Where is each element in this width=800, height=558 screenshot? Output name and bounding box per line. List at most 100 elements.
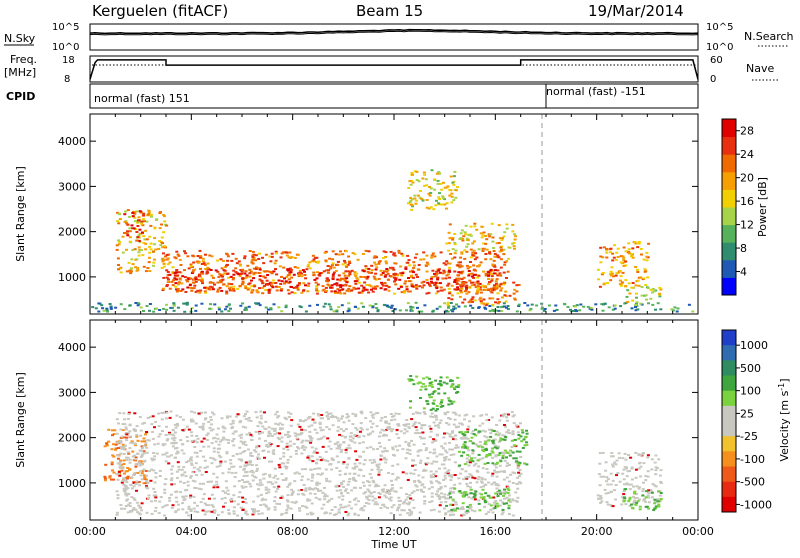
power-data-mark [136, 268, 140, 271]
power-data-mark [582, 305, 586, 308]
power-data-mark [502, 248, 506, 251]
velocity-data-mark [598, 484, 602, 487]
power-data-mark [474, 286, 478, 289]
velocity-data-mark [108, 475, 112, 478]
power-data-mark [543, 308, 547, 310]
power-data-mark [329, 265, 333, 268]
power-data-mark [492, 272, 496, 275]
velocity-data-mark [347, 504, 351, 507]
power-data-mark [480, 302, 484, 305]
velocity-data-mark [330, 457, 334, 460]
power-data-mark [381, 272, 385, 274]
velocity-data-mark [114, 443, 118, 446]
velocity-data-mark [517, 434, 521, 436]
velocity-data-mark [239, 506, 243, 509]
power-data-mark [410, 283, 414, 286]
velocity-data-mark [319, 426, 322, 429]
velocity-data-mark [622, 478, 626, 481]
power-data-mark [192, 255, 196, 258]
velocity-data-mark [291, 492, 295, 495]
velocity-data-mark [493, 446, 497, 449]
velocity-data-mark [471, 449, 475, 452]
power-data-mark [173, 277, 177, 280]
power-data-mark [252, 267, 256, 270]
velocity-ytick-label: 3000 [58, 386, 86, 399]
velocity-data-mark [320, 437, 324, 440]
velocity-data-mark [300, 452, 304, 455]
power-colorbar-tick-label: 20 [740, 172, 754, 185]
velocity-data-mark [325, 414, 329, 417]
velocity-data-mark [312, 451, 316, 454]
velocity-data-mark [505, 416, 509, 419]
power-data-mark [328, 257, 332, 260]
velocity-data-mark [329, 463, 333, 466]
power-data-mark [125, 248, 128, 251]
power-data-mark [221, 273, 225, 276]
power-data-mark [184, 252, 188, 255]
power-data-mark [206, 271, 210, 274]
velocity-data-mark [133, 498, 137, 501]
power-data-mark [315, 287, 319, 290]
power-data-mark [108, 303, 112, 305]
velocity-data-mark [194, 462, 198, 465]
power-data-mark [488, 253, 492, 255]
power-data-mark [185, 279, 189, 282]
velocity-data-mark [250, 508, 254, 511]
power-data-mark [240, 283, 244, 286]
velocity-data-mark [163, 443, 167, 446]
power-data-mark [340, 304, 344, 307]
velocity-data-mark [306, 499, 310, 502]
velocity-data-mark [262, 477, 266, 480]
power-data-mark [179, 290, 183, 292]
velocity-data-mark [154, 420, 158, 423]
power-data-mark [160, 267, 164, 269]
velocity-data-mark [465, 461, 469, 463]
power-colorbar-cell [722, 119, 736, 138]
power-data-mark [493, 255, 497, 258]
velocity-data-mark [472, 464, 476, 467]
velocity-data-mark [234, 471, 238, 474]
power-data-mark [579, 303, 583, 306]
velocity-data-mark [135, 435, 139, 438]
velocity-data-mark [500, 513, 504, 516]
velocity-data-mark [290, 493, 294, 496]
freq-strip: Freq. [MHz] 18 8 60 0 Nave [4, 53, 778, 85]
velocity-data-mark [397, 496, 401, 499]
velocity-data-mark [388, 492, 392, 495]
power-colorbar-tick-label: 24 [740, 148, 754, 161]
velocity-data-mark [649, 489, 653, 492]
power-data-mark [484, 288, 488, 291]
velocity-data-mark [347, 480, 351, 483]
power-data-mark [484, 253, 488, 255]
power-data-mark [293, 256, 297, 259]
velocity-xtick-label: 00:00 [682, 525, 714, 538]
velocity-data-mark [268, 444, 272, 447]
velocity-data-mark [501, 501, 505, 504]
power-data-mark [406, 302, 410, 305]
velocity-data-mark [449, 503, 453, 506]
velocity-data-mark [147, 439, 151, 442]
power-data-mark [290, 291, 294, 294]
velocity-data-mark [506, 429, 510, 432]
velocity-data-mark [435, 433, 439, 436]
velocity-data-mark [198, 466, 202, 469]
velocity-data-mark [384, 458, 388, 461]
velocity-data-mark [187, 514, 191, 517]
velocity-data-mark [200, 440, 204, 443]
power-data-mark [187, 278, 191, 281]
power-data-mark [485, 238, 489, 241]
velocity-ylabel: Slant Range [km] [14, 372, 27, 468]
velocity-colorbar-cell [722, 360, 736, 376]
power-data-mark [491, 308, 495, 311]
power-data-mark [200, 263, 204, 265]
power-data-mark [430, 169, 434, 172]
velocity-data-mark [314, 487, 317, 490]
velocity-data-mark [371, 479, 375, 482]
velocity-data-mark [225, 416, 229, 419]
velocity-data-mark [610, 455, 613, 458]
velocity-data-mark [317, 414, 321, 417]
power-data-mark [136, 236, 140, 238]
power-data-mark [637, 284, 641, 287]
velocity-data-mark [633, 497, 637, 500]
power-data-mark [190, 307, 194, 310]
